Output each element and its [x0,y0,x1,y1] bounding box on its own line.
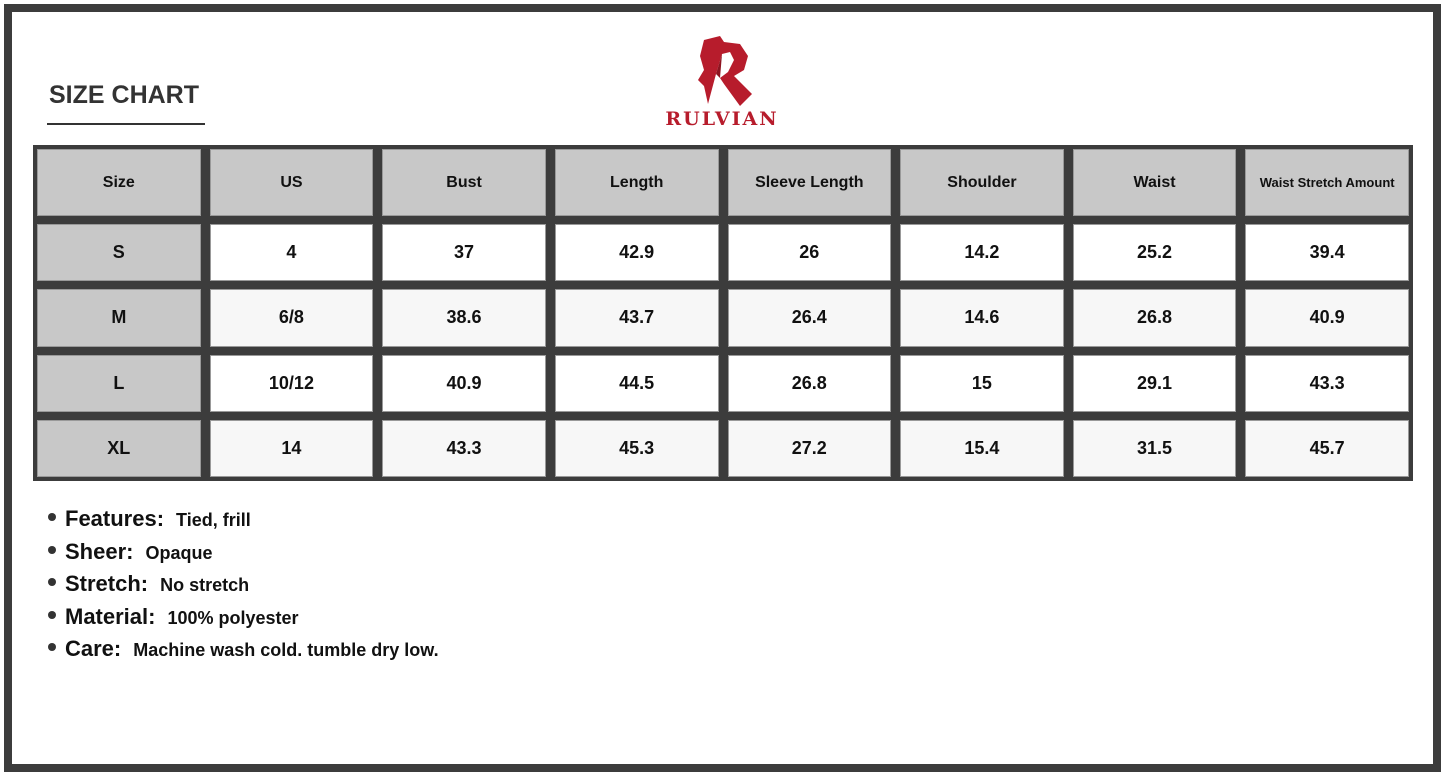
table-cell: 6/8 [209,289,374,347]
table-cell: 38.6 [382,289,546,347]
table-cell: 29.1 [1072,354,1237,412]
bullet-icon [48,578,56,586]
table-cell: 40.9 [382,354,546,412]
brand-logo: RULVIAN [655,34,789,130]
table-cell: 14 [209,419,374,477]
note-label: Stretch: [65,571,149,596]
header-cell: Length [554,149,719,216]
size-table: Size US Bust Length Sleeve Length Shoulder Wai… [33,145,1413,481]
header-cell: Bust [382,149,546,216]
table-cell: 43.3 [1245,354,1409,412]
product-notes: Features: Tied, frill Sheer: Opaque Stretch:… [48,506,439,669]
note-item: Stretch: No stretch [48,571,439,604]
table-cell: 15.4 [900,419,1064,477]
table-cell: 14.2 [900,224,1064,282]
note-value: Machine wash cold. tumble dry low. [133,640,439,660]
size-label-cell: XL [37,419,201,477]
table-cell: 40.9 [1245,289,1409,347]
table-cell: 10/12 [209,354,374,412]
note-value: Tied, frill [176,510,251,530]
table-cell: 14.6 [900,289,1064,347]
bullet-icon [48,643,56,651]
size-label-cell: L [37,354,201,412]
size-label-cell: S [37,224,201,282]
header-cell: Waist Stretch Amount [1245,149,1409,216]
table-cell: 27.2 [727,419,892,477]
note-label: Material: [65,603,156,629]
table-cell: 26.8 [1072,289,1237,347]
note-item: Care: Machine wash cold. tumble dry low. [48,636,439,669]
note-label: Features: [65,506,165,531]
table-cell: 45.3 [554,419,719,477]
bullet-icon [48,513,56,521]
header-cell: Sleeve Length [727,149,892,216]
table-cell: 37 [382,224,546,282]
table-cell: 39.4 [1245,224,1409,282]
table-cell: 43.7 [554,289,719,347]
bullet-icon [48,610,56,619]
table-cell: 43.3 [382,419,546,477]
table-cell: 26.8 [727,354,892,412]
table-cell: 45.7 [1245,419,1409,477]
note-item: Material: 100% polyester [48,604,439,637]
table-cell: 4 [209,224,374,282]
note-value: No stretch [160,575,250,595]
note-item: Features: Tied, frill [48,506,439,539]
header-cell: Size [37,149,201,216]
table-cell: 26.4 [727,289,892,347]
header-cell: Waist [1072,149,1237,216]
table-cell: 26 [727,224,892,282]
header-cell: US [209,149,374,216]
table-cell: 15 [900,354,1064,412]
header-cell: Shoulder [900,149,1064,216]
table-cell: 25.2 [1072,224,1237,282]
r-logo-icon [698,36,752,106]
table-cell: 42.9 [554,224,719,282]
table-cell: 44.5 [554,354,719,412]
table-cell: 31.5 [1072,419,1237,477]
title-underline [47,123,205,125]
brand-name: RULVIAN [665,108,779,130]
note-value: Opaque [145,542,213,563]
note-item: Sheer: Opaque [48,539,439,572]
note-label: Sheer: [65,538,134,564]
note-value: 100% polyester [167,607,299,628]
bullet-icon [48,545,56,554]
page-title: SIZE CHART [49,81,199,109]
size-label-cell: M [37,289,201,347]
note-label: Care: [65,636,122,661]
